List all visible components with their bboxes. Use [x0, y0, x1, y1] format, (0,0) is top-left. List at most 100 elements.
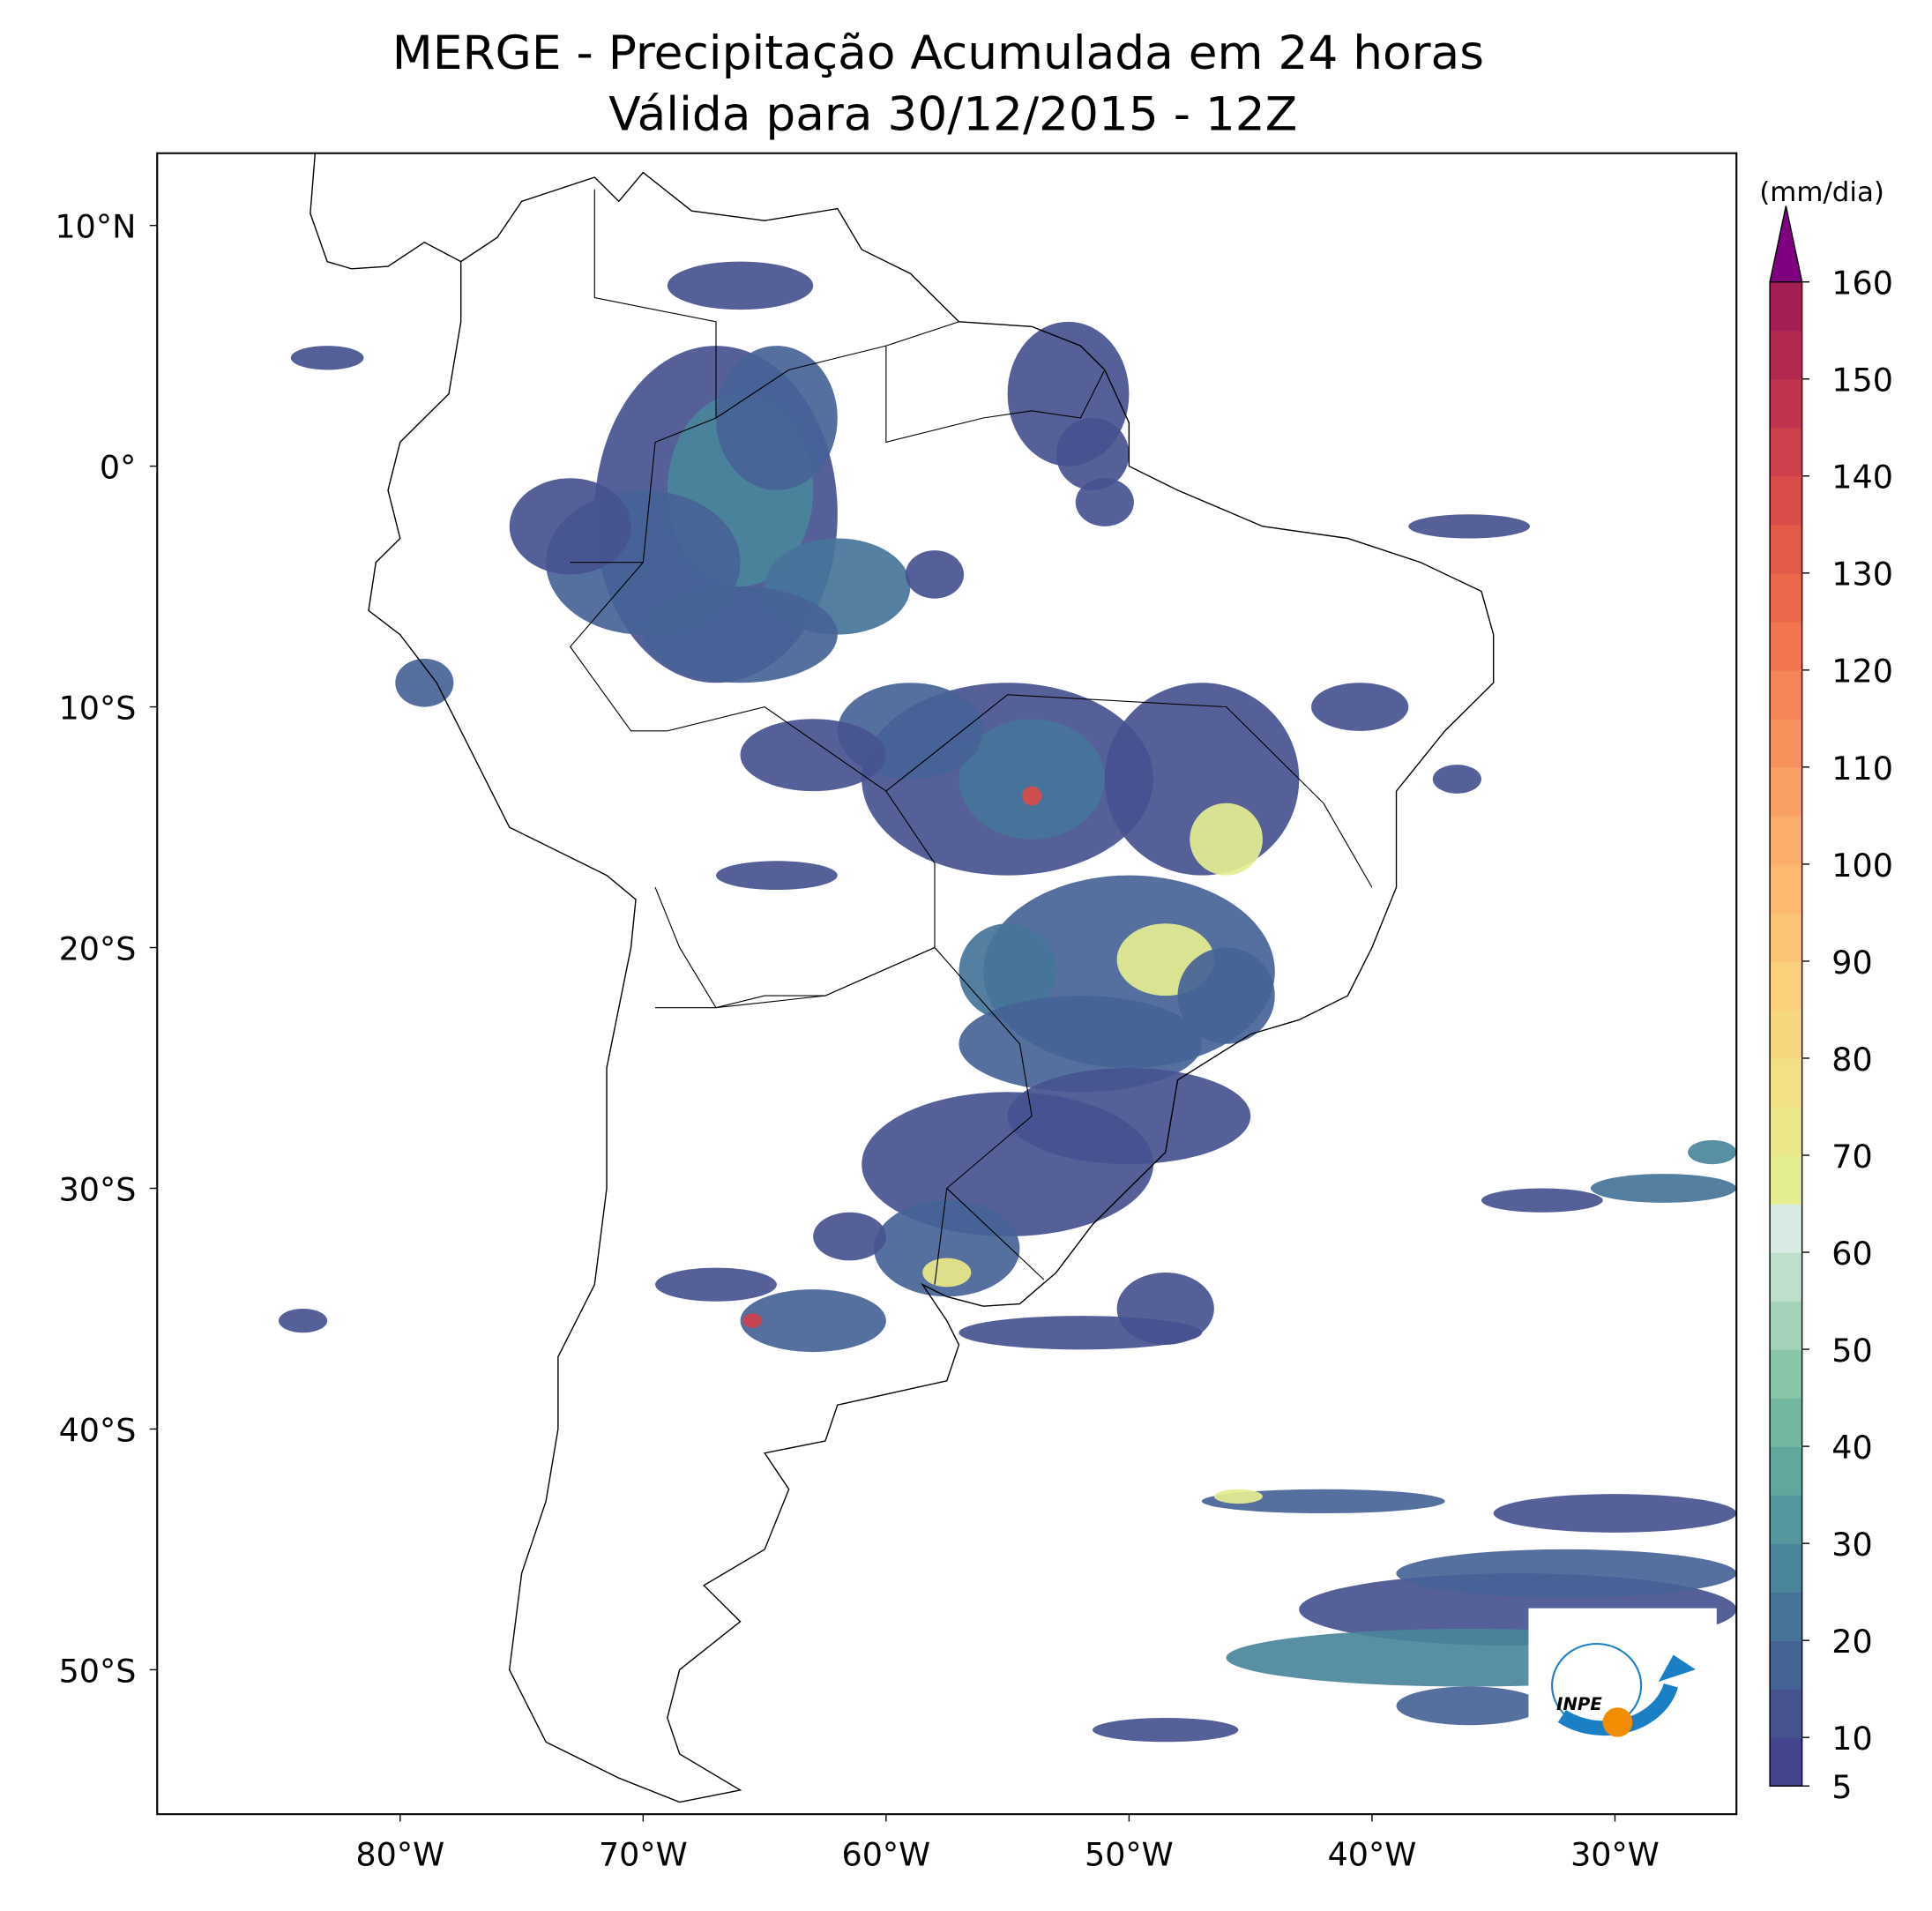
- colorbar-tick-label: 90: [1831, 944, 1872, 982]
- colorbar-tick-label: 20: [1831, 1623, 1872, 1661]
- country-border: [569, 562, 936, 1009]
- precipitation-area: [813, 1212, 886, 1261]
- precipitation-area: [959, 719, 1105, 840]
- colorbar-band: [1770, 330, 1802, 380]
- precipitation-area: [959, 996, 1203, 1093]
- logo-arrow: [1658, 1654, 1696, 1683]
- colorbar-tick-label: 70: [1831, 1138, 1872, 1176]
- logo: INPE: [1528, 1608, 1717, 1793]
- colorbar: 5 10 20 30 40 50 60 70 80 90 100 110 120 130 140 150 160: [1769, 205, 1893, 1806]
- colorbar-band: [1770, 1301, 1802, 1350]
- y-tick-label: 0°: [100, 449, 136, 487]
- country-border: [655, 995, 825, 1009]
- logo-orbit: [1551, 1642, 1643, 1728]
- colorbar-band: [1770, 475, 1802, 526]
- colorbar-tick-label: 50: [1831, 1332, 1872, 1370]
- colorbar-band: [1770, 1252, 1802, 1302]
- precipitation-area: [862, 1092, 1154, 1237]
- y-tick-label: 50°S: [59, 1652, 137, 1690]
- map-area: [279, 153, 1737, 1803]
- precipitation-area: [1190, 802, 1263, 876]
- coastline: [368, 171, 1495, 1803]
- precipitation-area: [290, 346, 364, 370]
- precipitation-area: [1056, 418, 1130, 490]
- coastline: [310, 153, 462, 270]
- colorbar-band: [1770, 960, 1802, 1011]
- colorbar-band: [1770, 718, 1802, 768]
- precipitation-area: [715, 861, 838, 891]
- title: MERGE - Precipitação Acumulada em 24 hor…: [392, 26, 1484, 80]
- colorbar-tick-label: 30: [1831, 1526, 1872, 1564]
- colorbar-band: [1770, 669, 1802, 720]
- colorbar-band: [1770, 427, 1802, 477]
- logo-background: [1528, 1608, 1717, 1793]
- precipitation-area: [667, 261, 814, 310]
- colorbar-label: (mm/dia): [1759, 176, 1884, 208]
- y-tick-label: 10°N: [55, 208, 136, 246]
- precipitation-area: [1493, 1494, 1737, 1533]
- precipitation-area: [905, 550, 965, 599]
- precipitation-area: [922, 1258, 972, 1288]
- precipitation-area: [1075, 478, 1134, 526]
- x-tick-label: 60°W: [842, 1836, 931, 1874]
- colorbar-band: [1770, 1204, 1802, 1253]
- colorbar-tick-label: 80: [1831, 1041, 1872, 1079]
- country-border: [885, 346, 1106, 444]
- colorbar-frame: [1769, 281, 1803, 1787]
- colorbar-band: [1770, 1446, 1802, 1496]
- precipitation-area: [643, 586, 838, 683]
- colorbar-tick-label: 40: [1831, 1429, 1872, 1467]
- precipitation-area: [1590, 1174, 1737, 1203]
- precipitation-area: [1396, 1549, 1737, 1598]
- colorbar-tick-label: 60: [1831, 1235, 1872, 1273]
- colorbar-tick-label: 5: [1831, 1768, 1852, 1806]
- colorbar-tick-label: 130: [1831, 556, 1893, 593]
- precipitation-area: [715, 346, 838, 490]
- precipitation-area: [1213, 1489, 1263, 1504]
- colorbar-band: [1770, 281, 1802, 332]
- colorbar-band: [1770, 1543, 1802, 1593]
- colorbar-band: [1770, 1495, 1802, 1544]
- x-tick-label: 50°W: [1085, 1836, 1174, 1874]
- logo-text: INPE: [1556, 1694, 1602, 1714]
- precipitation-area: [1022, 786, 1042, 806]
- x-tick-label: 40°W: [1328, 1836, 1417, 1874]
- colorbar-band: [1770, 621, 1802, 671]
- colorbar-band: [1770, 1398, 1802, 1447]
- y-tick-label: 10°S: [59, 690, 137, 728]
- colorbar-tick-label: 10: [1831, 1720, 1872, 1758]
- colorbar-band: [1770, 1592, 1802, 1641]
- precipitation-area: [742, 1313, 763, 1328]
- precipitation-area: [874, 1200, 1020, 1297]
- logo-sun: [1602, 1707, 1633, 1737]
- colorbar-band: [1770, 766, 1802, 817]
- precipitation-area: [1311, 683, 1409, 731]
- precipitation-area: [1093, 1718, 1239, 1743]
- country-border: [934, 1188, 948, 1285]
- precipitation-area: [655, 1267, 777, 1302]
- precipitation-area: [279, 1308, 328, 1333]
- colorbar-band: [1770, 1689, 1802, 1738]
- colorbar-band: [1770, 1737, 1802, 1787]
- precipitation-area: [959, 1316, 1203, 1350]
- x-tick-label: 70°W: [599, 1836, 688, 1874]
- colorbar-band: [1770, 1349, 1802, 1399]
- colorbar-band: [1770, 863, 1802, 914]
- precipitation-area: [1177, 947, 1275, 1044]
- country-border: [715, 321, 959, 419]
- colorbar-band: [1770, 1106, 1802, 1156]
- country-border: [824, 946, 1045, 1280]
- x-tick-label: 80°W: [355, 1836, 444, 1874]
- precipitation-area: [509, 478, 631, 575]
- colorbar-band: [1770, 815, 1802, 865]
- colorbar-band: [1770, 524, 1802, 574]
- colorbar-tick-label: 150: [1831, 362, 1893, 399]
- precipitation-area: [395, 658, 454, 707]
- subtitle: Válida para 30/12/2015 - 12Z: [608, 87, 1297, 142]
- colorbar-band: [1770, 1640, 1802, 1690]
- colorbar-tick-label: 110: [1831, 750, 1893, 788]
- map-frame: [156, 152, 1738, 1816]
- colorbar-band: [1770, 1057, 1802, 1108]
- colorbar-band: [1770, 1155, 1802, 1205]
